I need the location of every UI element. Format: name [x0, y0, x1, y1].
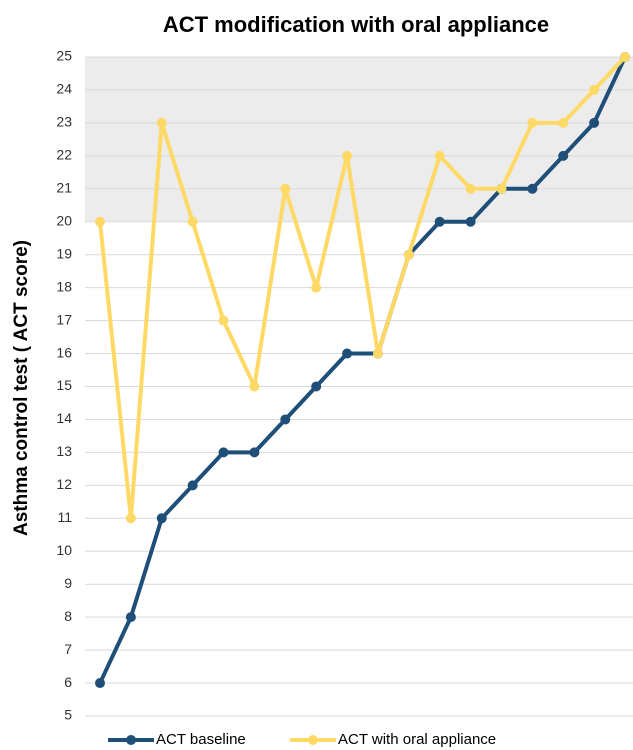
- data-point: [465, 183, 476, 194]
- data-point: [187, 216, 198, 227]
- legend-marker: [308, 735, 318, 745]
- data-point: [280, 183, 291, 194]
- y-tick-label: 5: [64, 707, 72, 723]
- data-point: [311, 381, 322, 392]
- data-point: [95, 216, 105, 227]
- y-tick-label: 9: [64, 575, 72, 591]
- chart-title: ACT modification with oral appliance: [163, 12, 549, 37]
- y-tick-label: 7: [64, 641, 72, 657]
- data-point: [558, 117, 569, 128]
- legend-label: ACT with oral appliance: [338, 731, 496, 748]
- y-tick-label: 8: [64, 608, 72, 624]
- series-line: [98, 55, 627, 521]
- data-point: [372, 348, 383, 359]
- data-point: [311, 282, 322, 293]
- data-point: [125, 513, 136, 524]
- series-line: [98, 56, 627, 684]
- shaded-band: [85, 57, 633, 222]
- data-point: [218, 447, 229, 458]
- data-point: [218, 315, 229, 326]
- data-point: [527, 183, 538, 194]
- y-tick-label: 17: [56, 311, 72, 327]
- data-point: [465, 216, 476, 227]
- data-point: [620, 52, 630, 62]
- y-tick-label: 23: [56, 114, 72, 130]
- y-tick-label: 14: [56, 410, 72, 426]
- legend-label: ACT baseline: [156, 731, 246, 748]
- data-point: [125, 612, 136, 623]
- data-point: [342, 150, 353, 161]
- y-tick-label: 20: [56, 212, 72, 228]
- y-tick-label: 22: [56, 147, 72, 163]
- y-tick-label: 6: [64, 674, 72, 690]
- y-tick-label: 25: [56, 48, 72, 64]
- y-tick-label: 15: [56, 377, 72, 393]
- data-point: [156, 117, 167, 128]
- y-tick-label: 18: [56, 278, 72, 294]
- y-tick-label: 21: [56, 180, 72, 196]
- data-point: [558, 150, 569, 161]
- data-point: [527, 117, 538, 128]
- data-point: [589, 84, 600, 95]
- y-tick-label: 24: [56, 81, 72, 97]
- data-point: [280, 414, 291, 425]
- legend-marker: [126, 735, 136, 745]
- y-tick-label: 19: [56, 245, 72, 261]
- data-point: [187, 480, 198, 491]
- y-tick-label: 10: [56, 542, 72, 558]
- data-point: [434, 216, 445, 227]
- y-tick-label: 13: [56, 443, 72, 459]
- data-point: [156, 513, 167, 524]
- data-point: [589, 117, 600, 128]
- data-point: [249, 447, 260, 458]
- data-point: [249, 381, 260, 392]
- data-point: [403, 249, 414, 260]
- y-tick-label: 16: [56, 344, 72, 360]
- data-point: [95, 678, 105, 689]
- y-tick-label: 11: [57, 509, 72, 525]
- y-axis-title: Asthma control test ( ACT score): [11, 240, 32, 536]
- data-point: [434, 150, 445, 161]
- data-point: [496, 183, 507, 194]
- y-tick-label: 12: [56, 476, 72, 492]
- data-point: [342, 348, 353, 359]
